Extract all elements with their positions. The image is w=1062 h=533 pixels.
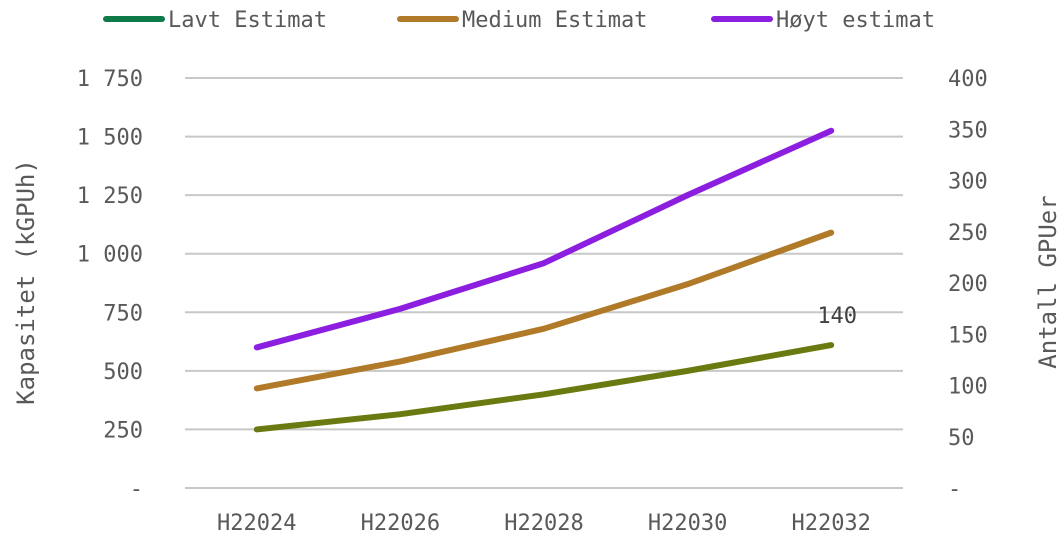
data-labels: 140 [817, 304, 857, 329]
left-tick-label: 1 500 [77, 126, 143, 151]
left-axis-ticks: - 250 500 750 1 000 1 250 1 500 1 750 [77, 67, 143, 502]
left-tick-label: - [130, 477, 143, 502]
series-lines [253, 127, 835, 433]
right-tick-label: 300 [948, 170, 988, 195]
legend-label: Medium Estimat [462, 8, 647, 33]
left-tick-label: 1 750 [77, 67, 143, 92]
gridlines [185, 77, 903, 489]
legend: Lavt Estimat Medium Estimat Høyt estimat [103, 8, 935, 33]
x-tick-label: H22024 [217, 511, 296, 533]
left-axis-title: Kapasitet (kGPUh) [12, 159, 40, 405]
x-tick-label: H22030 [648, 511, 727, 533]
right-tick-label: 350 [948, 118, 988, 143]
x-tick-label: H22028 [504, 511, 583, 533]
x-tick-label: H22032 [791, 511, 870, 533]
x-axis-ticks: H22024 H22026 H22028 H22030 H22032 [217, 511, 871, 533]
right-tick-label: 150 [948, 323, 988, 348]
right-tick-label: 400 [948, 67, 988, 92]
right-tick-label: 50 [948, 426, 975, 451]
legend-label: Høyt estimat [776, 8, 935, 33]
x-tick-label: H22026 [361, 511, 440, 533]
left-tick-label: 500 [103, 360, 143, 385]
right-tick-label: 100 [948, 375, 988, 400]
left-tick-label: 750 [103, 301, 143, 326]
right-tick-label: 250 [948, 221, 988, 246]
right-tick-label: 200 [948, 272, 988, 297]
data-label: 140 [817, 304, 857, 329]
series-line-3 [253, 127, 835, 351]
right-axis-ticks: - 50 100 150 200 250 300 350 400 [948, 67, 988, 502]
left-tick-label: 1 000 [77, 243, 143, 268]
series-line-2 [253, 229, 835, 392]
left-tick-label: 250 [103, 418, 143, 443]
left-tick-label: 1 250 [77, 184, 143, 209]
right-axis-title: Antall GPUer [1034, 195, 1062, 368]
right-tick-label: - [948, 477, 961, 502]
legend-label: Lavt Estimat [168, 8, 327, 33]
series-line-1 [253, 342, 835, 433]
